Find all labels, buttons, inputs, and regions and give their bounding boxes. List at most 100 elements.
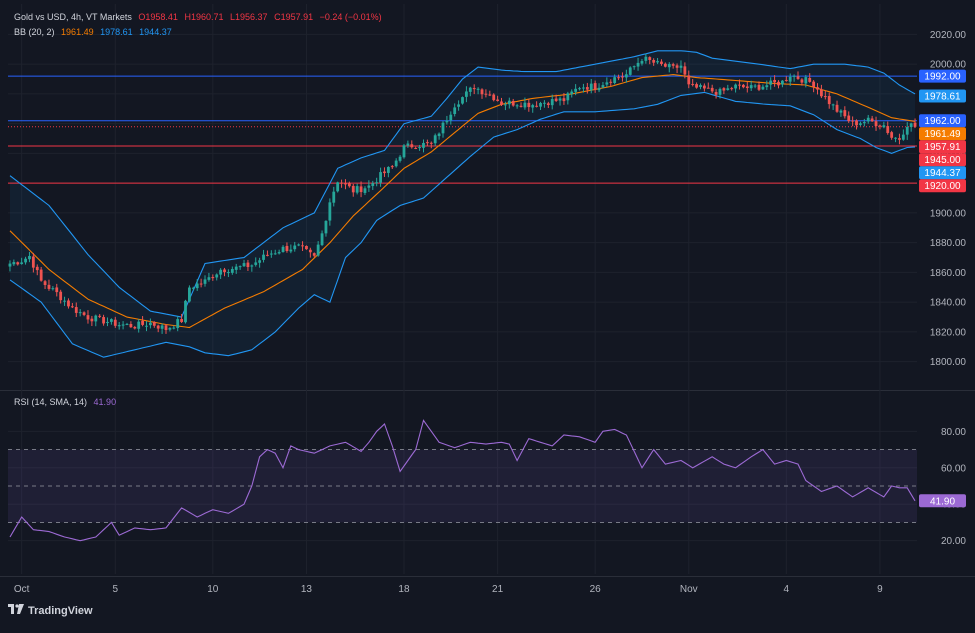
price-tag-label: 1920.00 xyxy=(924,181,961,192)
candle-body xyxy=(160,325,164,329)
candle-body xyxy=(363,188,367,193)
time-tick-label: Oct xyxy=(14,584,30,595)
candle-body xyxy=(305,245,308,250)
candle-body xyxy=(656,61,659,63)
price-tag-label: 1962.00 xyxy=(924,116,961,127)
price-tag-bg xyxy=(919,114,966,128)
tradingview-logo[interactable]: TradingView xyxy=(8,604,93,617)
candle-body xyxy=(667,64,671,68)
time-tick-label: 9 xyxy=(877,584,883,595)
candle-body xyxy=(258,260,262,263)
candle-body xyxy=(640,61,644,64)
candle-body xyxy=(211,277,215,279)
candle-body xyxy=(379,172,382,183)
candle-body xyxy=(636,62,640,67)
candle-body xyxy=(605,82,609,85)
candle-body xyxy=(137,321,141,329)
price-tick-label: 2020.00 xyxy=(930,30,967,41)
time-tick-label: 5 xyxy=(113,584,119,595)
candle-body xyxy=(691,83,695,85)
price-tag-bg xyxy=(919,140,966,154)
time-tick-label: Nov xyxy=(680,584,698,595)
candle-body xyxy=(191,287,195,289)
symbol-legend: Gold vs USD, 4h, VT Markets O1958.41 H19… xyxy=(14,12,386,22)
candle-body xyxy=(687,75,691,85)
candle-body xyxy=(683,66,687,75)
tradingview-logo-text: TradingView xyxy=(28,605,93,617)
candle-body xyxy=(476,88,480,90)
candle-body xyxy=(371,183,375,187)
candle-body xyxy=(246,262,250,268)
candle-body xyxy=(621,76,624,78)
price-tag-label: 1961.49 xyxy=(924,129,961,140)
candle-body xyxy=(527,102,531,108)
candle-body xyxy=(820,89,823,97)
candle-body xyxy=(203,279,207,284)
price-tag-bg xyxy=(919,89,966,103)
rsi-tag-label: 41.90 xyxy=(930,496,955,507)
candle-body xyxy=(141,320,144,325)
candle-body xyxy=(262,254,265,260)
candle-body xyxy=(324,220,328,234)
price-tick-label: 1820.00 xyxy=(930,327,967,338)
candle-body xyxy=(574,88,578,92)
candle-body xyxy=(277,252,281,254)
candle-body xyxy=(332,191,336,203)
candle-body xyxy=(312,253,316,256)
candle-body xyxy=(156,325,160,329)
candle-body xyxy=(320,233,324,246)
candle-body xyxy=(215,274,219,278)
candle-body xyxy=(523,102,527,108)
candle-body xyxy=(394,160,398,167)
candle-body xyxy=(695,84,698,88)
candle-body xyxy=(441,122,445,134)
price-tag-bg xyxy=(919,179,966,193)
candle-body xyxy=(617,77,620,79)
bb-basis-value: 1961.49 xyxy=(61,27,94,37)
candle-body xyxy=(227,272,230,274)
candle-body xyxy=(219,269,223,275)
price-tag-bg xyxy=(919,127,966,141)
candle-body xyxy=(281,246,285,253)
candle-body xyxy=(866,117,870,122)
candle-body xyxy=(484,93,488,95)
candle-body xyxy=(289,249,293,252)
candle-body xyxy=(663,63,667,67)
candle-body xyxy=(882,125,886,128)
candle-body xyxy=(831,104,835,106)
candle-body xyxy=(706,87,710,89)
candle-body xyxy=(714,92,718,95)
rsi-legend[interactable]: RSI (14, SMA, 14) 41.90 xyxy=(14,397,120,407)
rsi-tick-label: 20.00 xyxy=(941,536,966,547)
candle-body xyxy=(862,122,866,124)
candle-body xyxy=(886,126,890,133)
candle-body xyxy=(410,144,414,148)
candle-body xyxy=(843,110,847,117)
candle-body xyxy=(546,103,550,106)
candle-body xyxy=(566,93,570,101)
bb-legend-name: BB (20, 2) xyxy=(14,27,55,37)
bb-lower-line xyxy=(9,91,916,358)
candle-body xyxy=(293,245,297,250)
time-tick-label: 26 xyxy=(590,584,602,595)
symbol-name[interactable]: Gold vs USD, 4h, VT Markets xyxy=(14,12,132,22)
candle-body xyxy=(28,256,31,260)
candle-body xyxy=(847,115,851,122)
candle-body xyxy=(913,122,917,127)
candle-body xyxy=(726,88,730,90)
bb-legend[interactable]: BB (20, 2) 1961.49 1978.61 1944.37 xyxy=(14,27,176,37)
candle-body xyxy=(745,86,749,89)
candle-body xyxy=(660,61,663,64)
candle-body xyxy=(63,300,66,302)
candle-body xyxy=(570,91,574,95)
candle-body xyxy=(184,300,187,323)
candle-body xyxy=(558,98,562,101)
candle-body xyxy=(133,327,137,329)
bb-lower-value: 1944.37 xyxy=(139,27,172,37)
candle-body xyxy=(515,105,519,107)
bb-basis-line xyxy=(9,74,916,329)
candle-body xyxy=(597,87,601,91)
